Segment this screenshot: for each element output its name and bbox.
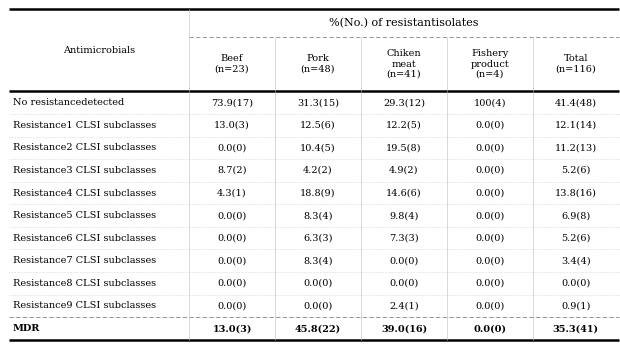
Text: 0.0(0): 0.0(0) bbox=[218, 302, 247, 310]
Text: Resistance3 CLSI subclasses: Resistance3 CLSI subclasses bbox=[13, 166, 156, 175]
Text: 0.0(0): 0.0(0) bbox=[218, 234, 247, 243]
Text: 0.0(0): 0.0(0) bbox=[476, 211, 505, 220]
Text: 12.2(5): 12.2(5) bbox=[386, 121, 422, 130]
Text: Resistance7 CLSI subclasses: Resistance7 CLSI subclasses bbox=[13, 256, 156, 265]
Text: 0.0(0): 0.0(0) bbox=[389, 279, 419, 288]
Text: 6.3(3): 6.3(3) bbox=[303, 234, 333, 243]
Text: 0.0(0): 0.0(0) bbox=[476, 189, 505, 198]
Text: 6.9(8): 6.9(8) bbox=[561, 211, 590, 220]
Text: 8.7(2): 8.7(2) bbox=[217, 166, 247, 175]
Text: 0.0(0): 0.0(0) bbox=[476, 302, 505, 310]
Text: 4.9(2): 4.9(2) bbox=[389, 166, 419, 175]
Text: 0.0(0): 0.0(0) bbox=[476, 166, 505, 175]
Text: 0.0(0): 0.0(0) bbox=[473, 324, 507, 333]
Text: Antimicrobials: Antimicrobials bbox=[63, 46, 135, 55]
Text: 12.5(6): 12.5(6) bbox=[300, 121, 336, 130]
Text: Resistance8 CLSI subclasses: Resistance8 CLSI subclasses bbox=[13, 279, 156, 288]
Text: Resistance2 CLSI subclasses: Resistance2 CLSI subclasses bbox=[13, 144, 156, 152]
Text: 8.3(4): 8.3(4) bbox=[303, 211, 333, 220]
Text: 7.3(3): 7.3(3) bbox=[389, 234, 419, 243]
Text: 41.4(48): 41.4(48) bbox=[555, 98, 597, 107]
Text: Resistance1 CLSI subclasses: Resistance1 CLSI subclasses bbox=[13, 121, 156, 130]
Text: No resistancedetected: No resistancedetected bbox=[13, 98, 124, 107]
Text: 0.0(0): 0.0(0) bbox=[476, 144, 505, 152]
Text: 0.0(0): 0.0(0) bbox=[218, 279, 247, 288]
Text: 12.1(14): 12.1(14) bbox=[555, 121, 597, 130]
Text: 13.8(16): 13.8(16) bbox=[555, 189, 596, 198]
Text: 13.0(3): 13.0(3) bbox=[213, 324, 252, 333]
Text: 18.8(9): 18.8(9) bbox=[300, 189, 336, 198]
Text: 45.8(22): 45.8(22) bbox=[295, 324, 341, 333]
Text: 5.2(6): 5.2(6) bbox=[561, 166, 590, 175]
Text: 0.0(0): 0.0(0) bbox=[389, 256, 419, 265]
Text: 0.0(0): 0.0(0) bbox=[303, 279, 332, 288]
Text: 0.0(0): 0.0(0) bbox=[303, 302, 332, 310]
Text: 3.4(4): 3.4(4) bbox=[561, 256, 591, 265]
Text: 4.3(1): 4.3(1) bbox=[217, 189, 247, 198]
Text: 9.8(4): 9.8(4) bbox=[389, 211, 419, 220]
Text: 0.0(0): 0.0(0) bbox=[476, 234, 505, 243]
Text: 14.6(6): 14.6(6) bbox=[386, 189, 422, 198]
Text: 5.2(6): 5.2(6) bbox=[561, 234, 590, 243]
Text: 29.3(12): 29.3(12) bbox=[383, 98, 425, 107]
Text: 0.0(0): 0.0(0) bbox=[218, 211, 247, 220]
Text: 0.0(0): 0.0(0) bbox=[476, 256, 505, 265]
Text: 11.2(13): 11.2(13) bbox=[555, 144, 597, 152]
Text: Total
(n=116): Total (n=116) bbox=[556, 55, 596, 74]
Text: Resistance9 CLSI subclasses: Resistance9 CLSI subclasses bbox=[13, 302, 156, 310]
Text: 10.4(5): 10.4(5) bbox=[300, 144, 336, 152]
Text: 0.0(0): 0.0(0) bbox=[218, 144, 247, 152]
Text: Resistance5 CLSI subclasses: Resistance5 CLSI subclasses bbox=[13, 211, 156, 220]
Text: MDR: MDR bbox=[13, 324, 40, 333]
Text: Resistance6 CLSI subclasses: Resistance6 CLSI subclasses bbox=[13, 234, 156, 243]
Text: 100(4): 100(4) bbox=[474, 98, 506, 107]
Text: %(No.) of resistantisolates: %(No.) of resistantisolates bbox=[329, 18, 479, 28]
Text: 0.0(0): 0.0(0) bbox=[218, 256, 247, 265]
Text: 8.3(4): 8.3(4) bbox=[303, 256, 333, 265]
Text: Pork
(n=48): Pork (n=48) bbox=[301, 55, 335, 74]
Text: 19.5(8): 19.5(8) bbox=[386, 144, 422, 152]
Text: 13.0(3): 13.0(3) bbox=[214, 121, 250, 130]
Text: Fishery
product
(n=4): Fishery product (n=4) bbox=[471, 49, 509, 79]
Text: 0.0(0): 0.0(0) bbox=[561, 279, 590, 288]
Text: Resistance4 CLSI subclasses: Resistance4 CLSI subclasses bbox=[13, 189, 156, 198]
Text: 0.9(1): 0.9(1) bbox=[561, 302, 590, 310]
Text: 73.9(17): 73.9(17) bbox=[211, 98, 253, 107]
Text: 0.0(0): 0.0(0) bbox=[476, 279, 505, 288]
Text: 4.2(2): 4.2(2) bbox=[303, 166, 333, 175]
Text: 0.0(0): 0.0(0) bbox=[476, 121, 505, 130]
Text: 39.0(16): 39.0(16) bbox=[381, 324, 427, 333]
Text: 35.3(41): 35.3(41) bbox=[553, 324, 599, 333]
Text: Beef
(n=23): Beef (n=23) bbox=[215, 55, 249, 74]
Text: 2.4(1): 2.4(1) bbox=[389, 302, 419, 310]
Text: 31.3(15): 31.3(15) bbox=[297, 98, 339, 107]
Text: Chiken
meat
(n=41): Chiken meat (n=41) bbox=[387, 49, 421, 79]
